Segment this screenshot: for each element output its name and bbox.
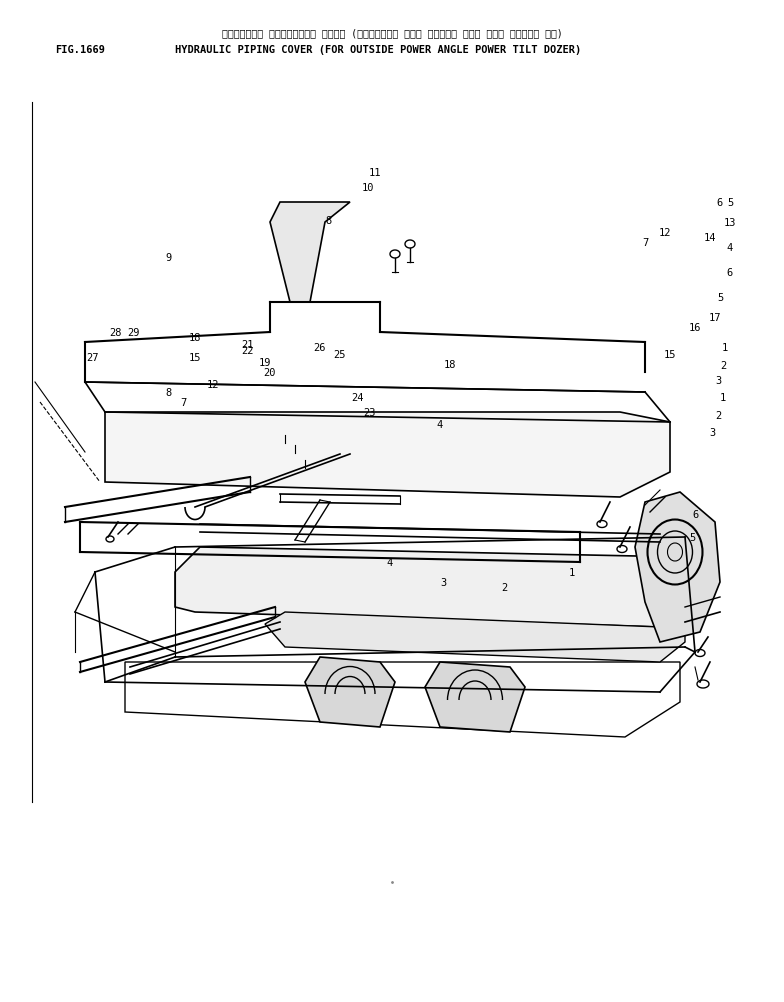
Text: 25: 25 (334, 350, 347, 360)
Text: 15: 15 (189, 353, 201, 363)
Text: 22: 22 (241, 346, 254, 356)
Text: 7: 7 (642, 237, 648, 247)
Polygon shape (175, 547, 685, 627)
Text: 11: 11 (368, 167, 381, 177)
Text: 6: 6 (727, 268, 733, 278)
Text: 4: 4 (727, 242, 733, 253)
Text: 17: 17 (709, 313, 721, 323)
Text: ハイト゛ロック ハ゛イヒ゛ンク゛ カバ゛ー (アウトサイト゛ パワー アンク゛ル パワー チルト ト゛ーサ゛ ヨウ): ハイト゛ロック ハ゛イヒ゛ンク゛ カバ゛ー (アウトサイト゛ パワー アンク゛ル… (222, 28, 562, 38)
Text: 7: 7 (180, 398, 186, 408)
Text: 12: 12 (659, 227, 671, 237)
Text: 6: 6 (693, 509, 699, 519)
Text: 20: 20 (263, 368, 276, 378)
Text: 8: 8 (325, 215, 331, 225)
Text: 16: 16 (689, 323, 701, 333)
Polygon shape (635, 493, 720, 642)
Text: 2: 2 (501, 582, 507, 592)
Text: 26: 26 (314, 343, 326, 353)
Text: 5: 5 (727, 197, 733, 207)
Text: 15: 15 (664, 350, 677, 360)
Text: 23: 23 (364, 408, 376, 418)
Text: 1: 1 (569, 567, 575, 577)
Text: 5: 5 (689, 532, 695, 542)
Text: 2: 2 (720, 361, 726, 371)
Text: 14: 14 (704, 232, 717, 242)
Text: 3: 3 (709, 428, 715, 438)
Text: 28: 28 (109, 328, 122, 338)
Text: FIG.1669: FIG.1669 (55, 45, 105, 55)
Text: 18: 18 (444, 360, 456, 370)
Text: 29: 29 (127, 328, 140, 338)
Text: 1: 1 (722, 343, 728, 353)
Text: 27: 27 (85, 353, 98, 363)
Polygon shape (305, 657, 395, 727)
Text: HYDRAULIC PIPING COVER (FOR OUTSIDE POWER ANGLE POWER TILT DOZER): HYDRAULIC PIPING COVER (FOR OUTSIDE POWE… (175, 45, 581, 55)
Polygon shape (105, 413, 670, 498)
Text: 18: 18 (189, 333, 201, 343)
Text: 8: 8 (165, 388, 171, 398)
Text: 9: 9 (165, 253, 171, 263)
Text: 2: 2 (715, 411, 721, 421)
Text: 24: 24 (352, 393, 365, 403)
Text: 6: 6 (717, 197, 723, 207)
Polygon shape (270, 202, 350, 303)
Text: 12: 12 (207, 380, 220, 390)
Text: 1: 1 (720, 393, 726, 403)
Text: 21: 21 (241, 340, 254, 350)
Text: 3: 3 (715, 376, 721, 386)
Polygon shape (265, 602, 685, 662)
Polygon shape (425, 662, 525, 732)
Text: 5: 5 (717, 293, 723, 303)
Text: 19: 19 (259, 358, 271, 368)
Text: 10: 10 (361, 182, 374, 192)
Text: 13: 13 (724, 217, 736, 227)
Text: 4: 4 (387, 557, 393, 567)
Text: 3: 3 (440, 577, 446, 587)
Text: 4: 4 (437, 420, 443, 430)
